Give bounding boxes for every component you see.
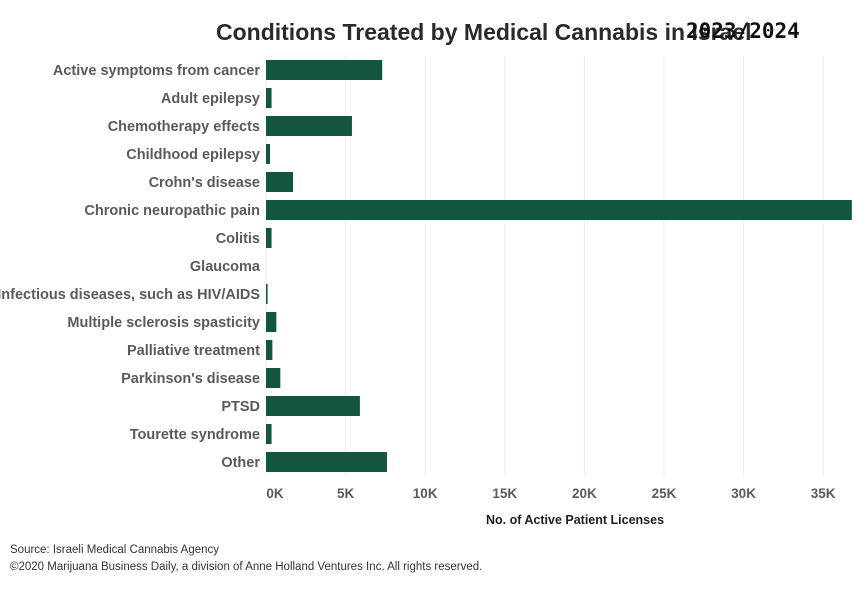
bar — [266, 396, 360, 416]
bar — [266, 116, 352, 136]
bar — [266, 424, 272, 444]
x-tick-label: 35K — [811, 486, 836, 501]
bar — [266, 144, 270, 164]
category-label: Active symptoms from cancer — [53, 63, 260, 79]
x-tick-label: 0K — [266, 486, 284, 501]
copyright-note: ©2020 Marijuana Business Daily, a divisi… — [10, 561, 483, 573]
category-label: Palliative treatment — [127, 343, 260, 359]
bar — [266, 60, 383, 80]
category-label: Chronic neuropathic pain — [84, 203, 260, 219]
x-tick-labels: 0K 5K 10K 15K 20K 25K 30K 35K — [266, 486, 835, 501]
bar — [266, 228, 272, 248]
category-label: Childhood epilepsy — [126, 147, 260, 163]
x-tick-label: 10K — [413, 486, 438, 501]
bar — [266, 200, 852, 220]
category-label: Tourette syndrome — [130, 427, 260, 443]
category-label: Adult epilepsy — [161, 91, 260, 107]
category-label: Infectious diseases, such as HIV/AIDS — [0, 287, 260, 303]
category-label: PTSD — [221, 399, 260, 415]
bar — [266, 312, 277, 332]
bars — [266, 60, 852, 472]
category-label: Colitis — [216, 231, 260, 247]
bar — [266, 340, 273, 360]
x-tick-label: 20K — [572, 486, 597, 501]
bar — [266, 284, 268, 304]
bar — [266, 88, 272, 108]
category-labels: Active symptoms from cancer Adult epileps… — [0, 63, 261, 471]
category-label: Chemotherapy effects — [108, 119, 260, 135]
x-tick-label: 15K — [492, 486, 517, 501]
category-label: Crohn's disease — [149, 175, 260, 191]
x-axis-label: No. of Active Patient Licenses — [486, 513, 664, 527]
bar — [266, 368, 281, 388]
category-label: Parkinson's disease — [121, 371, 260, 387]
category-label: Other — [221, 455, 260, 471]
category-label: Glaucoma — [190, 259, 261, 275]
bar — [266, 452, 387, 472]
chart-title: Conditions Treated by Medical Cannabis i… — [216, 19, 752, 45]
chart-title-year: 2023/2024 — [686, 19, 800, 43]
source-note: Source: Israeli Medical Cannabis Agency — [10, 544, 220, 556]
x-tick-label: 25K — [652, 486, 677, 501]
x-tick-label: 5K — [337, 486, 355, 501]
bar — [266, 172, 294, 192]
x-tick-label: 30K — [731, 486, 756, 501]
category-label: Multiple sclerosis spasticity — [67, 315, 260, 331]
